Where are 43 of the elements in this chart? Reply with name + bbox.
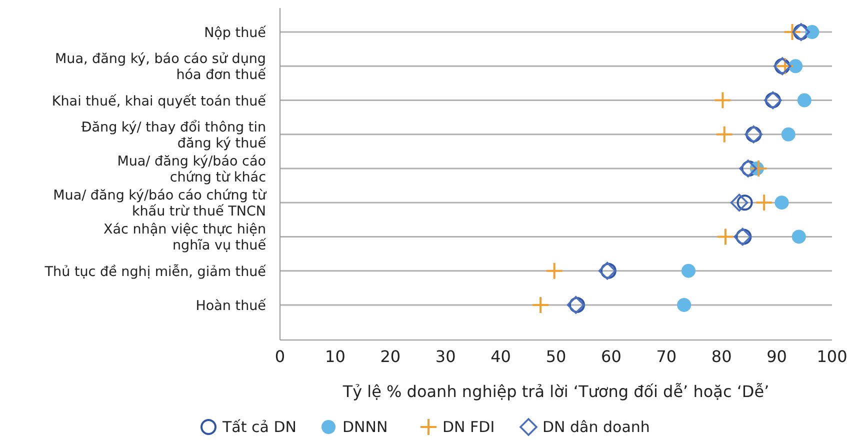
point [783, 23, 802, 42]
point [545, 262, 564, 280]
point [792, 230, 806, 244]
x-tick-label: 100 [816, 347, 847, 366]
legend-label: DNNN [342, 418, 388, 436]
point [750, 160, 768, 178]
point [677, 298, 692, 312]
x-axis-title: Tỷ lệ % doanh nghiệp trả lời ‘Tương đối dễ’ hoặc ‘Dễ’ [342, 382, 770, 401]
y-tick-label: Mua, đăng ký, báo cáo sử dụng hóa đơn thuế [55, 51, 267, 84]
point [736, 194, 753, 211]
point [774, 196, 789, 210]
y-tick-label: Khai thuế, khai quyết toán thuế [52, 93, 267, 110]
point [776, 57, 794, 76]
point [781, 127, 796, 142]
legend-label: DN dân doanh [542, 418, 650, 436]
x-tick-label: 10 [325, 347, 346, 366]
x-tick-label: 60 [601, 347, 622, 366]
x-tick-label: 20 [380, 347, 401, 366]
y-tick-label: Thủ tục đề nghị miễn, giảm thuế [44, 264, 267, 280]
x-tick-label: 80 [711, 347, 732, 366]
point [681, 264, 696, 278]
x-tick-label: 50 [546, 347, 566, 366]
y-tick-label: Xác nhận việc thực hiện nghĩa vụ thuế [103, 222, 267, 254]
point [730, 194, 748, 212]
legend-label: Tất cả DN [222, 418, 296, 436]
x-tick-label: 30 [435, 347, 456, 366]
point [788, 59, 803, 74]
point [755, 194, 774, 212]
y-tick-label: Hoàn thuế [196, 298, 267, 314]
point [715, 125, 734, 144]
x-tick-label: 90 [766, 347, 787, 366]
point [716, 228, 734, 246]
y-tick-label: Mua/ đăng ký/báo cáo chứng từ khấu trừ thuế TNCN [53, 188, 268, 220]
y-tick-label: Đăng ký/ thay đổi thông tin đăng ký thuế [81, 119, 267, 152]
x-tick-label: 70 [656, 347, 677, 366]
point [532, 296, 550, 314]
legend-label: DN FDI [442, 418, 495, 436]
x-tick-label: 0 [274, 347, 286, 366]
x-tick-label: 40 [490, 347, 511, 366]
y-tick-label: Nộp thuế [204, 25, 267, 42]
point [797, 93, 812, 108]
y-tick-label: Mua/ đăng ký/báo cáo chứng từ khác [117, 154, 266, 186]
point [714, 91, 732, 110]
